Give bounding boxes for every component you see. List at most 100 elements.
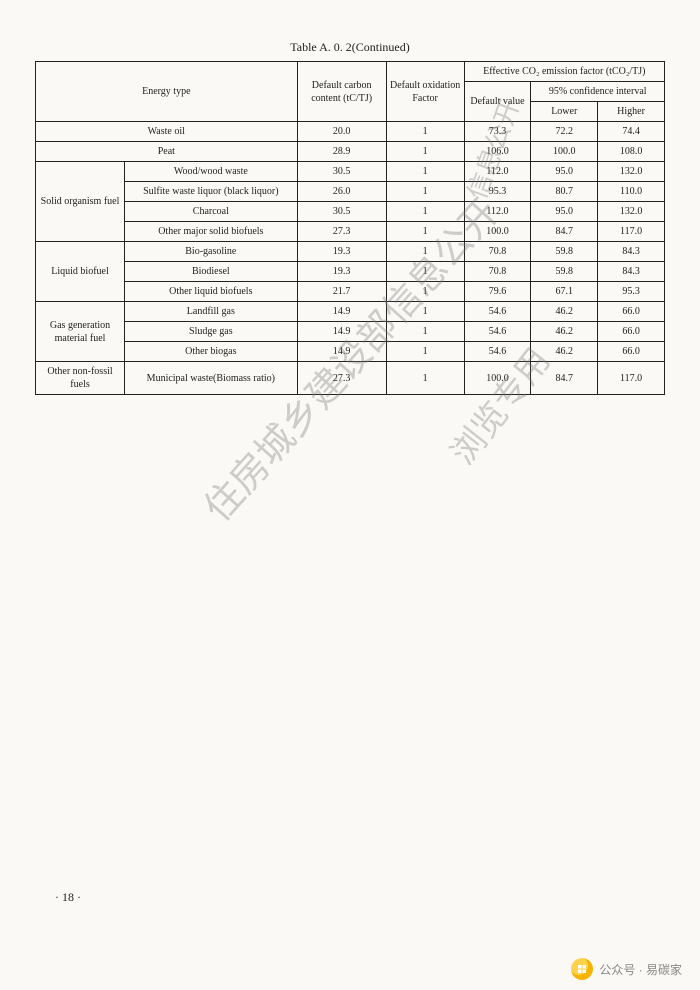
- cell: 21.7: [297, 282, 386, 302]
- brand-icon: [571, 958, 593, 980]
- cell-group: Liquid biofuel: [36, 242, 125, 302]
- cell: 112.0: [464, 162, 531, 182]
- cell: 100.0: [464, 362, 531, 395]
- page-number: · 18 ·: [55, 890, 81, 905]
- cell: 1: [386, 122, 464, 142]
- cell: 67.1: [531, 282, 598, 302]
- cell: 46.2: [531, 322, 598, 342]
- hdr-ci: 95% confidence interval: [531, 82, 665, 102]
- cell: 1: [386, 142, 464, 162]
- table-row: Gas generation material fuel Landfill ga…: [36, 302, 665, 322]
- cell: 100.0: [531, 142, 598, 162]
- table-row: Charcoal 30.5 1 112.0 95.0 132.0: [36, 202, 665, 222]
- hdr-emission: Effective CO₂ emission factor (tCO₂/TJ): [464, 62, 664, 82]
- cell: 54.6: [464, 342, 531, 362]
- cell-name: Other major solid biofuels: [125, 222, 298, 242]
- hdr-higher: Higher: [598, 102, 665, 122]
- cell-name: Sludge gas: [125, 322, 298, 342]
- cell-name: Biodiesel: [125, 262, 298, 282]
- cell: 80.7: [531, 182, 598, 202]
- table-row: Other major solid biofuels 27.3 1 100.0 …: [36, 222, 665, 242]
- cell: 84.7: [531, 222, 598, 242]
- cell: 84.3: [598, 242, 665, 262]
- cell: 132.0: [598, 202, 665, 222]
- cell: 46.2: [531, 342, 598, 362]
- table-row: Other non-fossil fuels Municipal waste(B…: [36, 362, 665, 395]
- cell: 30.5: [297, 202, 386, 222]
- cell: 132.0: [598, 162, 665, 182]
- cell: 1: [386, 222, 464, 242]
- cell-name: Waste oil: [36, 122, 298, 142]
- cell: 73.3: [464, 122, 531, 142]
- cell: 112.0: [464, 202, 531, 222]
- cell: 108.0: [598, 142, 665, 162]
- cell-name: Sulfite waste liquor (black liquor): [125, 182, 298, 202]
- cell: 1: [386, 242, 464, 262]
- cell: 106.0: [464, 142, 531, 162]
- cell: 74.4: [598, 122, 665, 142]
- table-row: Sulfite waste liquor (black liquor) 26.0…: [36, 182, 665, 202]
- cell-name: Wood/wood waste: [125, 162, 298, 182]
- cell: 117.0: [598, 362, 665, 395]
- cell: 1: [386, 302, 464, 322]
- table-row: Solid organism fuel Wood/wood waste 30.5…: [36, 162, 665, 182]
- cell: 19.3: [297, 242, 386, 262]
- cell: 66.0: [598, 342, 665, 362]
- table-row: Peat 28.9 1 106.0 100.0 108.0: [36, 142, 665, 162]
- cell: 84.7: [531, 362, 598, 395]
- hdr-oxidation: Default oxidation Factor: [386, 62, 464, 122]
- cell: 1: [386, 262, 464, 282]
- hdr-carbon: Default carbon content (tC/TJ): [297, 62, 386, 122]
- table-row: Biodiesel 19.3 1 70.8 59.8 84.3: [36, 262, 665, 282]
- table-caption: Table A. 0. 2(Continued): [35, 40, 665, 55]
- cell: 95.0: [531, 202, 598, 222]
- cell: 1: [386, 322, 464, 342]
- cell: 30.5: [297, 162, 386, 182]
- cell: 19.3: [297, 262, 386, 282]
- cell: 66.0: [598, 322, 665, 342]
- cell: 66.0: [598, 302, 665, 322]
- cell: 84.3: [598, 262, 665, 282]
- cell-name: Other biogas: [125, 342, 298, 362]
- hdr-default-val: Default value: [464, 82, 531, 122]
- cell-group: Other non-fossil fuels: [36, 362, 125, 395]
- cell: 14.9: [297, 342, 386, 362]
- table-row: Sludge gas 14.9 1 54.6 46.2 66.0: [36, 322, 665, 342]
- cell: 72.2: [531, 122, 598, 142]
- cell: 14.9: [297, 322, 386, 342]
- cell: 26.0: [297, 182, 386, 202]
- cell-name: Bio-gasoline: [125, 242, 298, 262]
- table-row: Waste oil 20.0 1 73.3 72.2 74.4: [36, 122, 665, 142]
- cell: 46.2: [531, 302, 598, 322]
- cell: 54.6: [464, 302, 531, 322]
- cell-name: Peat: [36, 142, 298, 162]
- cell: 95.3: [464, 182, 531, 202]
- cell: 28.9: [297, 142, 386, 162]
- cell: 59.8: [531, 262, 598, 282]
- cell: 14.9: [297, 302, 386, 322]
- cell: 1: [386, 182, 464, 202]
- cell: 70.8: [464, 262, 531, 282]
- cell: 110.0: [598, 182, 665, 202]
- cell-name: Municipal waste(Biomass ratio): [125, 362, 298, 395]
- hdr-lower: Lower: [531, 102, 598, 122]
- cell: 59.8: [531, 242, 598, 262]
- cell-group: Gas generation material fuel: [36, 302, 125, 362]
- cell-name: Landfill gas: [125, 302, 298, 322]
- cell: 117.0: [598, 222, 665, 242]
- table-row: Liquid biofuel Bio-gasoline 19.3 1 70.8 …: [36, 242, 665, 262]
- brand-label: 公众号 · 易碳家: [599, 961, 682, 978]
- cell: 1: [386, 282, 464, 302]
- cell: 95.3: [598, 282, 665, 302]
- cell: 79.6: [464, 282, 531, 302]
- cell: 1: [386, 202, 464, 222]
- cell: 54.6: [464, 322, 531, 342]
- cell: 95.0: [531, 162, 598, 182]
- cell: 27.3: [297, 222, 386, 242]
- cell: 1: [386, 162, 464, 182]
- cell-name: Charcoal: [125, 202, 298, 222]
- cell: 1: [386, 342, 464, 362]
- cell: 100.0: [464, 222, 531, 242]
- cell: 70.8: [464, 242, 531, 262]
- cell-group: Solid organism fuel: [36, 162, 125, 242]
